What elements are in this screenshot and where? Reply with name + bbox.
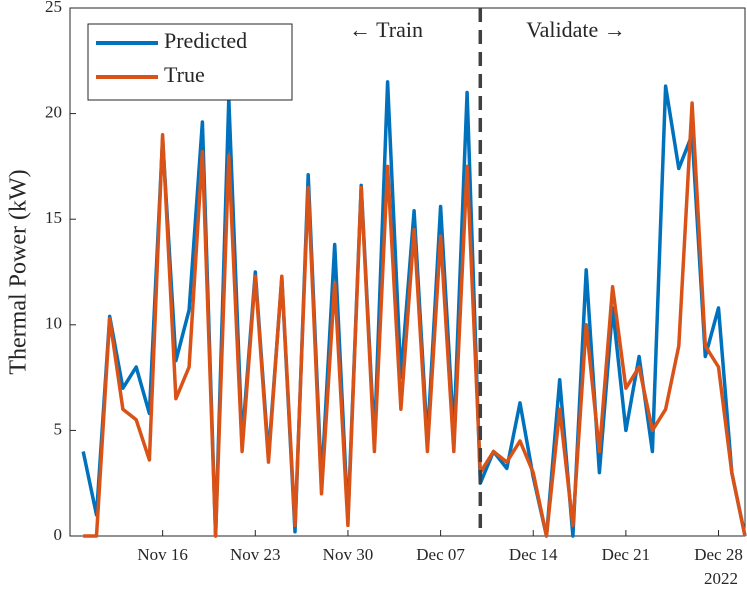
legend-box (87, 23, 293, 101)
series-line (81, 80, 747, 538)
y-tick-label: 10 (45, 314, 62, 333)
x-tick-label: Nov 16 (137, 545, 188, 564)
y-tick-label: 5 (54, 419, 63, 438)
annotation: ← Train (349, 17, 423, 42)
x-tick-label: Dec 14 (509, 545, 558, 564)
x-tick-label: Nov 30 (323, 545, 374, 564)
y-tick-label: 0 (54, 525, 63, 544)
x-tick-label: Dec 21 (602, 545, 651, 564)
legend-label: Predicted (164, 28, 247, 53)
x-tick-label: Dec 28 (694, 545, 743, 564)
y-tick-label: 25 (45, 0, 62, 16)
y-axis-label: Thermal Power (kW) (6, 169, 32, 374)
legend-label: True (164, 62, 205, 87)
x-year-label: 2022 (704, 569, 738, 588)
y-tick-label: 15 (45, 208, 62, 227)
series-line (83, 101, 747, 538)
x-tick-label: Dec 07 (416, 545, 465, 564)
x-tick-label: Nov 23 (230, 545, 281, 564)
annotation: Validate → (526, 17, 626, 42)
y-tick-label: 20 (45, 103, 62, 122)
